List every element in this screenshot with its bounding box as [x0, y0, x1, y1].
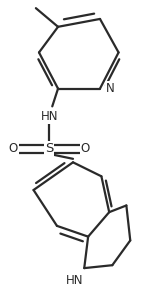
- Text: O: O: [80, 142, 90, 155]
- Text: N: N: [106, 82, 115, 95]
- Text: S: S: [45, 142, 53, 155]
- Text: HN: HN: [40, 110, 58, 123]
- Text: O: O: [9, 142, 18, 155]
- Text: HN: HN: [66, 274, 84, 287]
